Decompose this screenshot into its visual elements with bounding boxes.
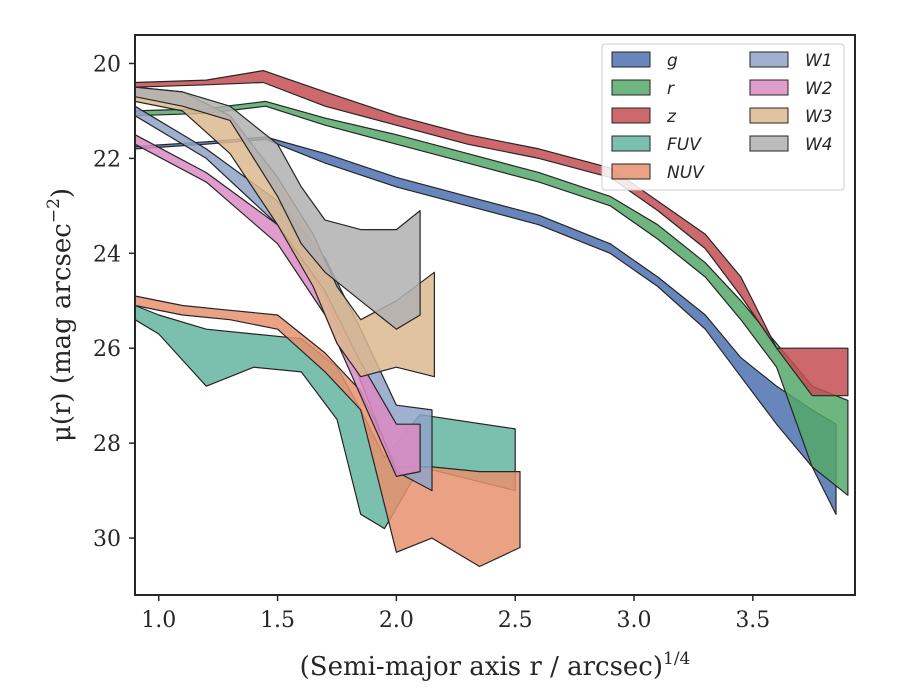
- series-band-w4: [134, 86, 421, 330]
- x-tick-label: 3.0: [617, 608, 652, 633]
- x-tick-label: 2.5: [498, 608, 533, 633]
- y-tick-label: 20: [93, 52, 121, 77]
- x-axis-label-exponent: 1/4: [663, 649, 690, 669]
- legend-label: W2: [805, 79, 833, 99]
- y-axis-label-text: μ(r) (mag arcsec: [47, 223, 77, 442]
- legend-swatch: [611, 51, 651, 68]
- series-layer: [134, 70, 849, 568]
- x-axis-label: (Semi-major axis r / arcsec)1/4: [300, 649, 691, 682]
- x-tick-label: 1.0: [141, 608, 176, 633]
- x-axis: 1.0 1.5 2.0 2.5 3.0 3.5: [141, 595, 770, 633]
- legend-item-w4: W4: [749, 135, 833, 155]
- x-tick-label: 1.5: [260, 608, 295, 633]
- plot-frame: [134, 34, 856, 596]
- legend-label: NUV: [667, 163, 705, 183]
- legend-label: W1: [805, 51, 833, 71]
- series-band-nuv: [134, 295, 521, 568]
- y-tick-label: 30: [93, 527, 121, 552]
- legend-swatch: [611, 135, 651, 152]
- y-axis-label: μ(r) (mag arcsec−2): [44, 188, 77, 442]
- legend-label: W3: [805, 107, 833, 127]
- y-tick-label: 24: [93, 242, 121, 267]
- legend-item-r: r: [611, 79, 675, 99]
- legend-label: z: [666, 107, 677, 127]
- legend-item-w2: W2: [749, 79, 833, 99]
- legend-label: g: [667, 51, 678, 71]
- y-axis-label-exponent: −2: [44, 198, 64, 223]
- x-axis-label-text: (Semi-major axis r / arcsec): [300, 652, 663, 682]
- x-tick-label: 2.0: [379, 608, 414, 633]
- legend: grz FUV NUV W1 W2 W3 W4: [601, 43, 845, 191]
- y-axis: 20 22 24 26 28 30: [93, 52, 135, 552]
- legend-swatch: [611, 163, 651, 180]
- legend-swatch: [611, 107, 651, 124]
- legend-swatch: [749, 107, 789, 124]
- legend-label: FUV: [667, 135, 702, 155]
- legend-item-z: z: [611, 107, 677, 127]
- series-band-z: [134, 70, 849, 397]
- legend-swatch: [749, 51, 789, 68]
- legend-item-g: g: [611, 51, 678, 71]
- y-axis-label-close: ): [47, 188, 77, 198]
- legend-label: r: [667, 79, 675, 99]
- y-tick-label: 22: [93, 147, 121, 172]
- series-band-r: [134, 100, 849, 496]
- legend-item-w1: W1: [749, 51, 833, 71]
- x-tick-label: 3.5: [735, 608, 770, 633]
- legend-item-fuv: FUV: [611, 135, 702, 155]
- legend-swatch: [611, 79, 651, 96]
- legend-swatch: [749, 135, 789, 152]
- legend-item-nuv: NUV: [611, 163, 705, 183]
- y-tick-label: 26: [93, 337, 121, 362]
- y-tick-label: 28: [93, 432, 121, 457]
- legend-swatch: [749, 79, 789, 96]
- legend-label: W4: [805, 135, 833, 155]
- legend-item-w3: W3: [749, 107, 833, 127]
- series-band-g: [134, 136, 837, 515]
